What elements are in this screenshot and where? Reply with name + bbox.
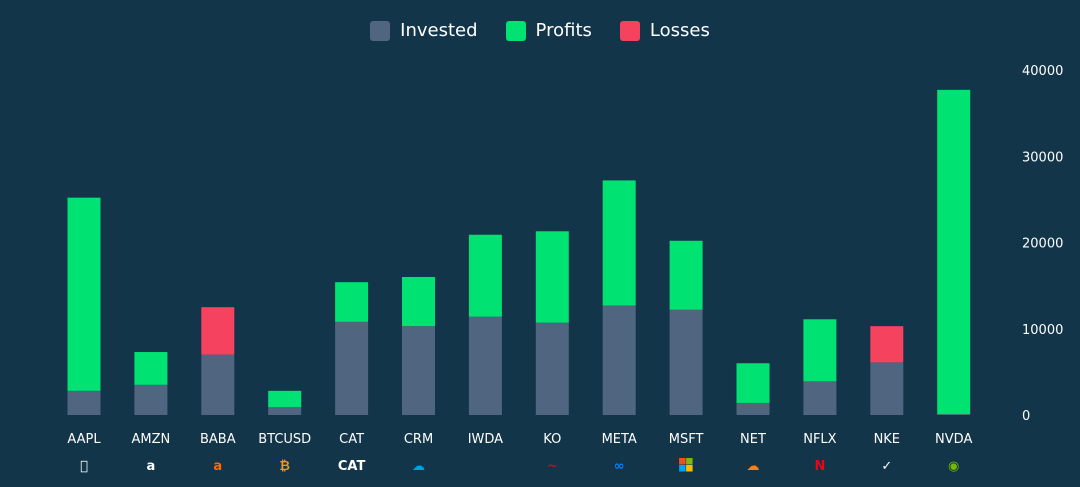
x-tick-label: IWDA: [468, 432, 503, 447]
x-tick-label: META: [602, 432, 637, 447]
x-tick-label: AMZN: [132, 432, 171, 447]
bar-profits-amzn[interactable]: [134, 352, 168, 385]
salesforce-icon: ☁: [412, 459, 425, 474]
bar-invested-net[interactable]: [736, 402, 770, 415]
bar-profits-cat[interactable]: [335, 282, 369, 322]
legend-swatch: [370, 20, 391, 41]
netflix-icon: N: [814, 459, 825, 474]
legend-item-invested[interactable]: Invested: [370, 20, 478, 41]
x-tick-label: CAT: [339, 432, 364, 447]
bar-invested-msft[interactable]: [669, 309, 703, 415]
bar-profits-nflx[interactable]: [803, 319, 837, 382]
legend-swatch: [619, 20, 640, 41]
y-tick-label: 10000: [1022, 323, 1063, 338]
nvidia-icon: ◉: [948, 459, 959, 474]
legend-item-losses[interactable]: Losses: [619, 20, 710, 41]
bar-invested-btcusd[interactable]: [268, 407, 302, 415]
x-tick-label: CRM: [404, 432, 433, 447]
bar-invested-ko[interactable]: [535, 322, 569, 415]
bar-invested-nvda[interactable]: [937, 414, 971, 415]
y-tick-label: 30000: [1022, 150, 1063, 165]
x-tick-label: NET: [740, 432, 766, 447]
bar-invested-nke[interactable]: [870, 362, 904, 415]
bar-profits-ko[interactable]: [535, 231, 569, 323]
bar-invested-amzn[interactable]: [134, 384, 168, 415]
bar-profits-btcusd[interactable]: [268, 390, 302, 408]
bar-profits-aapl[interactable]: [67, 197, 101, 391]
y-tick-label: 40000: [1022, 64, 1063, 79]
x-tick-label: BTCUSD: [258, 432, 311, 447]
bar-profits-net[interactable]: [736, 363, 770, 403]
bar-invested-baba[interactable]: [201, 354, 235, 415]
meta-icon: ∞: [614, 459, 625, 474]
bar-invested-nflx[interactable]: [803, 381, 837, 415]
amazon-icon: a: [147, 459, 156, 474]
y-tick-label: 0: [1022, 409, 1030, 424]
bitcoin-icon: ₿: [279, 459, 290, 474]
legend-item-profits[interactable]: Profits: [505, 20, 592, 41]
bar-profits-meta[interactable]: [602, 180, 636, 306]
y-tick-label: 20000: [1022, 237, 1063, 252]
bar-profits-msft[interactable]: [669, 240, 703, 310]
legend-label: Invested: [400, 20, 478, 41]
bar-invested-aapl[interactable]: [67, 390, 101, 415]
bar-invested-crm[interactable]: [402, 326, 435, 415]
caterpillar-icon: CAT: [338, 459, 366, 474]
bar-profits-nvda[interactable]: [937, 89, 971, 415]
bar-losses-nke[interactable]: [870, 326, 904, 363]
bar-invested-meta[interactable]: [602, 305, 636, 415]
coca-cola-icon: ~: [547, 459, 558, 474]
microsoft-icon: [686, 458, 693, 465]
bar-profits-crm[interactable]: [402, 277, 435, 327]
apple-icon: : [80, 459, 88, 474]
bar-invested-cat[interactable]: [335, 321, 369, 415]
x-tick-label: NFLX: [803, 432, 836, 447]
microsoft-icon: [679, 465, 686, 472]
alibaba-icon: a: [213, 459, 222, 474]
x-tick-label: NKE: [874, 432, 900, 447]
x-tick-label: KO: [543, 432, 561, 447]
legend-label: Losses: [649, 20, 710, 41]
legend-swatch: [505, 20, 526, 41]
bar-invested-iwda[interactable]: [468, 316, 502, 415]
x-tick-label: BABA: [200, 432, 236, 447]
x-tick-label: NVDA: [935, 432, 972, 447]
nike-icon: ✓: [881, 459, 892, 474]
microsoft-icon: [679, 458, 686, 465]
legend: Invested Profits Losses: [0, 20, 1080, 41]
cloudflare-icon: ☁: [747, 459, 760, 474]
legend-label: Profits: [535, 20, 592, 41]
bar-losses-baba[interactable]: [201, 307, 235, 355]
bar-profits-iwda[interactable]: [468, 234, 502, 317]
x-tick-label: AAPL: [67, 432, 101, 447]
microsoft-icon: [686, 465, 693, 472]
x-tick-label: MSFT: [669, 432, 704, 447]
